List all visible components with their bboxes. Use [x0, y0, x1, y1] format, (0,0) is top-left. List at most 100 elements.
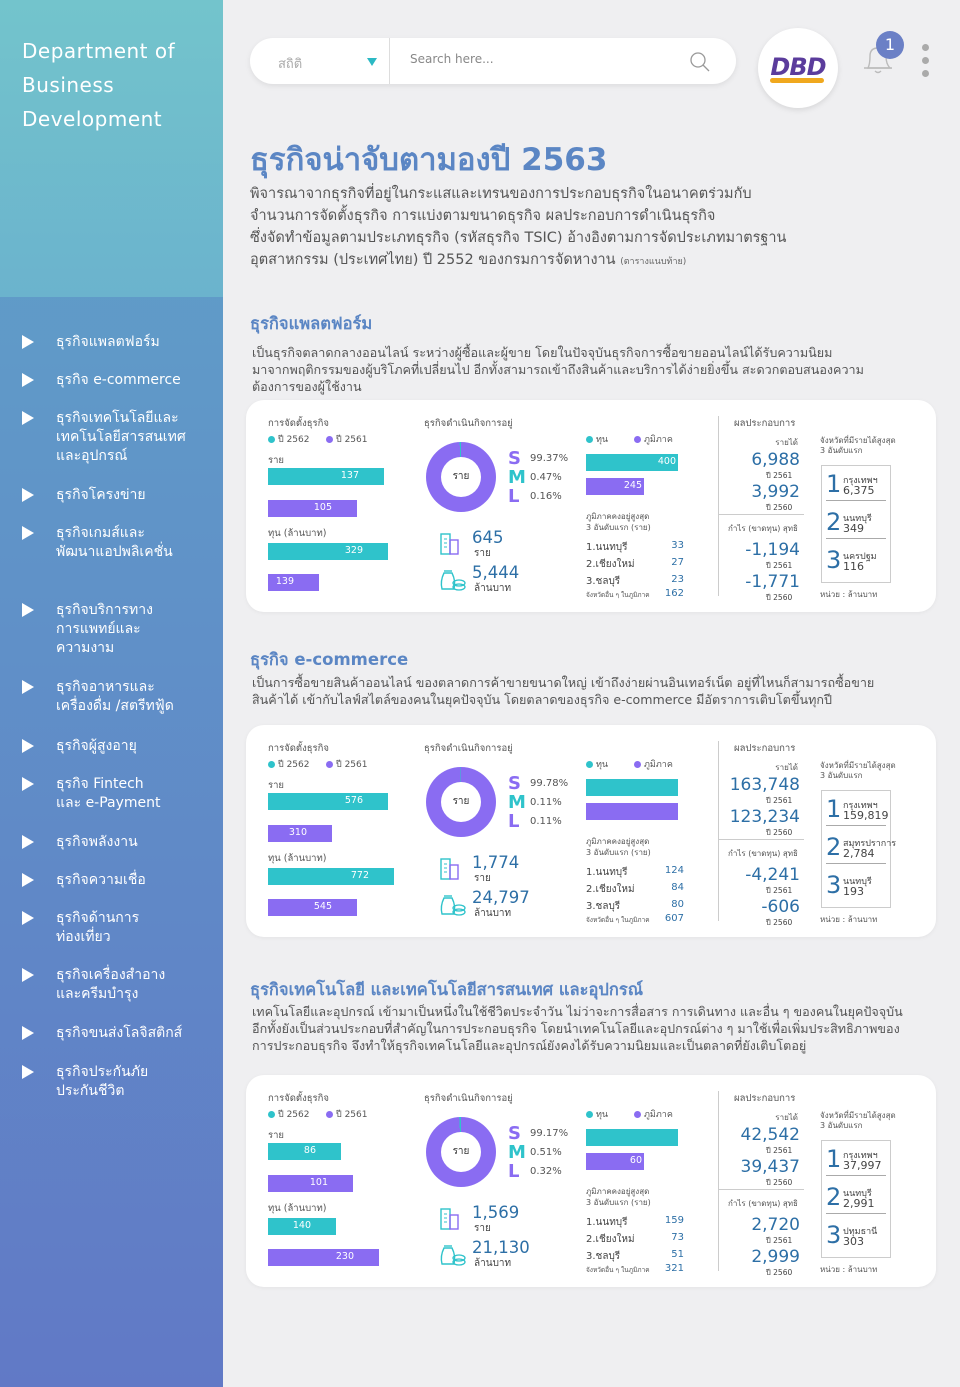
play-icon [22, 1065, 34, 1079]
region-row-name: 3.ชลบุรี [586, 576, 621, 587]
size-m-value: 0.47% [530, 472, 562, 483]
region-row-value: 51 [671, 1249, 684, 1260]
more-menu-icon[interactable] [919, 44, 933, 78]
logo-text: DBD [770, 53, 826, 81]
sidebar-item[interactable]: ธุรกิจ Fintech และ e-Payment [22, 775, 217, 813]
bar-count-2562: 137 [268, 468, 384, 485]
section-description: เป็นธุรกิจตลาดกลางออนไลน์ ระหว่างผู้ซื้อ… [252, 344, 932, 395]
profit-2560: 2,999 [751, 1247, 800, 1267]
province-name: กรุงเทพฯ [843, 476, 878, 486]
sidebar-item-label: ธุรกิจ Fintech [56, 776, 144, 792]
rank-number: 2 [826, 508, 842, 536]
sidebar-item[interactable]: ธุรกิจแพลตฟอร์ม [22, 333, 217, 352]
sidebar-item[interactable]: ธุรกิจอาหารและ เครื่องดื่ม /สตรีทฟู้ด [22, 678, 217, 716]
province-value: 2,784 [843, 847, 875, 860]
bar-capital-2561: 230 [268, 1249, 379, 1266]
top-province-label: จังหวัดที่มีรายได้สูงสุด [820, 1111, 896, 1120]
description-line: เป็นธุรกิจตลาดกลางออนไลน์ ระหว่างผู้ซื้อ… [252, 345, 833, 360]
region-bar-count [586, 803, 678, 820]
dbd-logo[interactable]: DBD [758, 28, 838, 108]
legend-2561: ปี 2561 [326, 432, 367, 446]
province-ranking [821, 1140, 891, 1258]
money-bag-icon [436, 890, 466, 918]
sidebar-item-label: ธุรกิจบริการทาง [56, 602, 153, 618]
revenue-label: รายได้ [775, 1113, 798, 1122]
building-icon [439, 530, 461, 556]
rank-number: 3 [826, 871, 842, 899]
legend-2562: ปี 2562 [268, 432, 309, 446]
legend-2561: ปี 2561 [326, 757, 367, 771]
province-name: สมุทรปราการ [843, 839, 897, 849]
sidebar-item-label: และอุปกรณ์ [56, 448, 128, 464]
section-title: ธุรกิจแพลตฟอร์ม [250, 314, 373, 333]
sidebar-item[interactable]: ธุรกิจเกมส์และ พัฒนาแอปพลิเคชั่น [22, 524, 217, 562]
rank-number: 1 [826, 795, 842, 823]
section-description: เป็นการซื้อขายสินค้าออนไลน์ ของตลาดการค้… [252, 674, 932, 708]
category-select[interactable]: สถิติ [250, 38, 390, 84]
size-donut-chart: ราย [426, 767, 496, 837]
description-line: เป็นการซื้อขายสินค้าออนไลน์ ของตลาดการค้… [252, 675, 875, 690]
region-others-value: 321 [664, 1263, 684, 1274]
region-row-value: 80 [671, 899, 684, 910]
province-value: 349 [843, 522, 864, 535]
region-row-value: 84 [671, 882, 684, 893]
sidebar-item[interactable]: ธุรกิจพลังงาน [22, 833, 217, 852]
search-input[interactable] [410, 52, 680, 66]
sidebar-item[interactable]: ธุรกิจด้านการ ท่องเที่ยว [22, 909, 217, 947]
sidebar-item[interactable]: ธุรกิจความเชื่อ [22, 871, 217, 890]
region-top-label-2: 3 อันดับแรก (ราย) [586, 1198, 651, 1207]
top-province-label: จังหวัดที่มีรายได้สูงสุด [820, 436, 896, 445]
active-business-label: ธุรกิจดำเนินกิจการอยู่ [424, 743, 513, 754]
size-l-letter: L [508, 811, 520, 832]
region-row-name: 1.นนทบุรี [586, 867, 628, 878]
region-others-value: 607 [664, 913, 684, 924]
bar-count-2561: 101 [268, 1175, 353, 1192]
revenue-2560-year: ปี 2560 [766, 828, 793, 837]
profit-2561: -4,241 [745, 865, 800, 885]
revenue-2561: 42,542 [740, 1125, 800, 1145]
section-description: เทคโนโลยีและอุปกรณ์ เข้ามาเป็นหนึ่งในใช้… [252, 1003, 932, 1054]
rank-number: 2 [826, 833, 842, 861]
sidebar-item[interactable]: ธุรกิจบริการทาง การแพทย์และ ความงาม [22, 601, 217, 658]
search-icon[interactable] [688, 50, 712, 74]
sidebar-item[interactable]: ธุรกิจเทคโนโลยีและ เทคโนโลยีสารสนเทศ และอุ… [22, 409, 217, 466]
sidebar-item[interactable]: ธุรกิจผู้สูงอายุ [22, 737, 217, 756]
province-ranking [821, 790, 891, 908]
page-title: ธุรกิจน่าจับตามองปี 2563 [250, 142, 608, 178]
region-bar-count: 60 [586, 1153, 644, 1170]
sidebar-item[interactable]: ธุรกิจขนส่งโลจิสติกส์ [22, 1024, 217, 1043]
sidebar-item[interactable]: ธุรกิจเครื่องสำอาง และครีมบำรุง [22, 966, 217, 1004]
profit-2560-year: ปี 2560 [766, 1268, 793, 1277]
intro-line: ซึ่งจัดทำข้อมูลตามประเภทธุรกิจ (รหัสธุรก… [250, 230, 787, 246]
stats-card: การจัดตั้งธุรกิจ ปี 2562 ปี 2561 ราย 576 310 ท… [246, 725, 936, 937]
divider [826, 500, 886, 501]
rank-number: 2 [826, 1183, 842, 1211]
active-capital-unit: ล้านบาท [474, 908, 512, 919]
legend-2561: ปี 2561 [326, 1107, 367, 1121]
revenue-label: รายได้ [775, 438, 798, 447]
active-count-value: 645 [472, 528, 504, 547]
sidebar-item-label: ธุรกิจเทคโนโลยีและ [56, 410, 179, 426]
size-m-letter: M [508, 1142, 526, 1163]
size-l-letter: L [508, 486, 520, 507]
profit-2561-year: ปี 2561 [766, 1236, 793, 1245]
province-value: 116 [843, 560, 864, 573]
play-icon [22, 526, 34, 540]
intro-line: จำนวนการจัดตั้งธุรกิจ การแบ่งตามขนาดธุรก… [250, 208, 716, 224]
region-row-value: 33 [671, 540, 684, 551]
top-province-label-2: 3 อันดับแรก [820, 446, 863, 455]
description-line: เทคโนโลยีและอุปกรณ์ เข้ามาเป็นหนึ่งในใช้… [252, 1004, 903, 1019]
sidebar-item[interactable]: ธุรกิจประกันภัย ประกันชีวิต [22, 1063, 217, 1101]
size-s-value: 99.78% [530, 778, 569, 789]
profit-2561-year: ปี 2561 [766, 561, 793, 570]
count-label: ราย [268, 1130, 285, 1141]
sidebar-item[interactable]: ธุรกิจ e-commerce [22, 371, 217, 390]
region-others-label: จังหวัดอื่น ๆ ในภูมิภาค [586, 1266, 650, 1274]
sidebar-item[interactable]: ธุรกิจโครงข่าย [22, 486, 217, 505]
province-value: 159,819 [843, 809, 889, 822]
capital-label: ทุน (ล้านบาท) [268, 1203, 327, 1214]
divider [826, 538, 886, 539]
revenue-2561-year: ปี 2561 [766, 1146, 793, 1155]
size-donut-chart: ราย [426, 1117, 496, 1187]
region-top-label: ภูมิภาคคงอยู่สูงสุด [586, 512, 650, 521]
